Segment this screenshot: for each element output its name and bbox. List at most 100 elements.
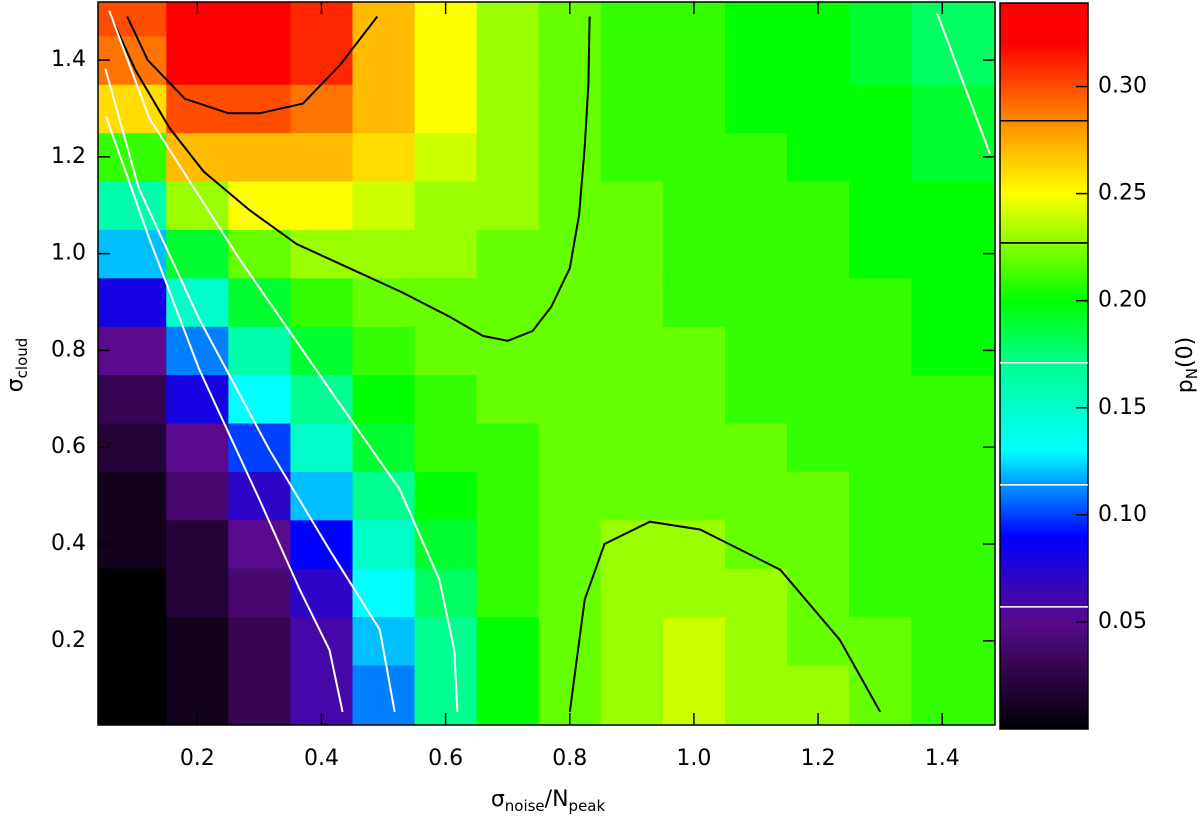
- heatmap-cell: [353, 326, 416, 375]
- label-part: /N: [545, 787, 569, 812]
- x-tick-label: 0.2: [180, 746, 215, 771]
- heatmap-cell: [353, 423, 416, 472]
- heatmap-cell: [98, 2, 167, 36]
- heatmap-cell: [166, 229, 229, 278]
- heatmap-cell: [353, 2, 416, 36]
- heatmap-cell: [911, 133, 995, 182]
- y-tick-label: 1.0: [51, 241, 86, 266]
- heatmap-cell: [98, 568, 167, 617]
- heatmap-cell: [477, 229, 540, 278]
- heatmap-cell: [228, 133, 291, 182]
- heatmap-cell: [911, 665, 995, 726]
- label-part: σ: [3, 378, 28, 392]
- heatmap-cell: [601, 520, 664, 569]
- heatmap-cell: [415, 278, 478, 327]
- colorbar-tick-label: 0.15: [1098, 395, 1147, 420]
- heatmap-cell: [539, 133, 602, 182]
- heatmap-cell: [353, 229, 416, 278]
- heatmap-cell: [166, 520, 229, 569]
- heatmap-cell: [911, 229, 995, 278]
- heatmap-cell: [477, 375, 540, 424]
- heatmap-cell: [601, 375, 664, 424]
- label-part: N: [1183, 368, 1200, 379]
- heatmap-cell: [353, 568, 416, 617]
- heatmap-cell: [787, 568, 850, 617]
- heatmap-cell: [290, 520, 353, 569]
- heatmap-cell: [539, 423, 602, 472]
- heatmap-cell: [849, 229, 912, 278]
- heatmap-cell: [166, 278, 229, 327]
- heatmap-cell: [725, 471, 788, 520]
- heatmap-cell: [601, 665, 664, 726]
- heatmap-cell: [290, 133, 353, 182]
- heatmap-cell: [725, 375, 788, 424]
- heatmap-cell: [787, 423, 850, 472]
- heatmap-cell: [477, 423, 540, 472]
- heatmap-cell: [477, 133, 540, 182]
- heatmap-cell: [228, 229, 291, 278]
- y-tick-label: 0.8: [51, 337, 86, 362]
- heatmap-cell: [663, 375, 726, 424]
- heatmap-cell: [849, 36, 912, 85]
- heatmap-cell: [601, 278, 664, 327]
- heatmap-cell: [415, 375, 478, 424]
- heatmap-cell: [415, 84, 478, 133]
- heatmap-cell: [290, 471, 353, 520]
- heatmap-cell: [166, 568, 229, 617]
- heatmap-cell: [477, 2, 540, 36]
- heatmap-cell: [228, 665, 291, 726]
- heatmap-cell: [477, 568, 540, 617]
- y-tick-label: 0.2: [51, 628, 86, 653]
- heatmap-cell: [663, 568, 726, 617]
- heatmap-cell: [166, 617, 229, 666]
- heatmap-cell: [353, 471, 416, 520]
- heatmap-cell: [601, 326, 664, 375]
- heatmap-cell: [539, 471, 602, 520]
- heatmap-cell: [415, 326, 478, 375]
- heatmap-cell: [663, 84, 726, 133]
- heatmap-cell: [353, 181, 416, 230]
- heatmap-cell: [725, 278, 788, 327]
- heatmap-cell: [353, 36, 416, 85]
- heatmap-cell: [663, 278, 726, 327]
- heatmap-cell: [415, 471, 478, 520]
- heatmap-cell: [849, 423, 912, 472]
- heatmap-cell: [911, 36, 995, 85]
- heatmap-cell: [166, 375, 229, 424]
- label-part: peak: [569, 797, 606, 815]
- heatmap: [98, 2, 996, 726]
- heatmap-cell: [911, 520, 995, 569]
- heatmap-cell: [911, 84, 995, 133]
- heatmap-cell: [911, 181, 995, 230]
- heatmap-cell: [539, 181, 602, 230]
- heatmap-cell: [725, 568, 788, 617]
- heatmap-cell: [353, 617, 416, 666]
- x-tick-label: 1.0: [676, 746, 711, 771]
- heatmap-cell: [663, 229, 726, 278]
- heatmap-cell: [353, 278, 416, 327]
- heatmap-cell: [601, 36, 664, 85]
- heatmap-cell: [290, 423, 353, 472]
- heatmap-cell: [228, 520, 291, 569]
- heatmap-cell: [166, 423, 229, 472]
- heatmap-cell: [353, 520, 416, 569]
- heatmap-cell: [477, 326, 540, 375]
- heatmap-cell: [725, 520, 788, 569]
- heatmap-cell: [477, 520, 540, 569]
- heatmap-cell: [415, 133, 478, 182]
- heatmap-cell: [787, 133, 850, 182]
- heatmap-cell: [601, 181, 664, 230]
- heatmap-cell: [787, 36, 850, 85]
- heatmap-cell: [539, 84, 602, 133]
- heatmap-cell: [725, 181, 788, 230]
- heatmap-cell: [166, 36, 229, 85]
- colorbar-tick-label: 0.05: [1098, 609, 1147, 634]
- heatmap-cell: [725, 665, 788, 726]
- heatmap-cell: [415, 229, 478, 278]
- x-axis-label: σnoise/Npeak: [491, 787, 606, 815]
- heatmap-cell: [290, 181, 353, 230]
- heatmap-cell: [228, 326, 291, 375]
- heatmap-cell: [353, 375, 416, 424]
- heatmap-cell: [849, 617, 912, 666]
